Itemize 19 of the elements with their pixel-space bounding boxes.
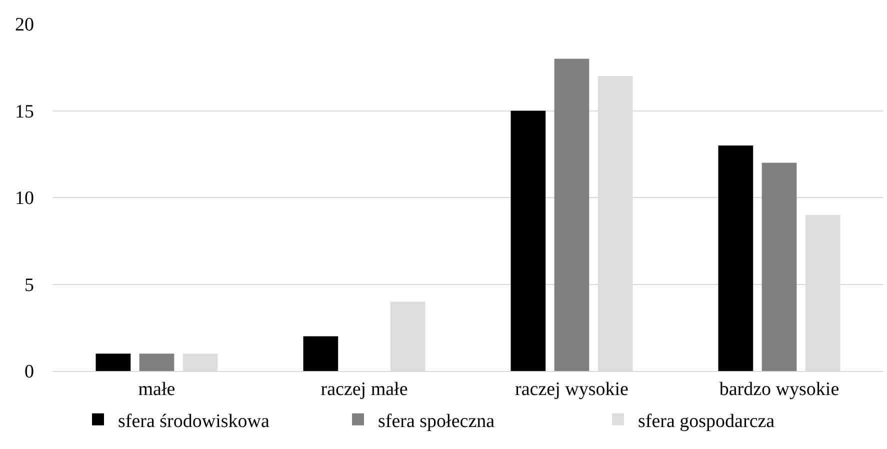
y-tick-label: 5	[24, 274, 34, 296]
bar	[96, 354, 131, 371]
bar	[554, 58, 590, 371]
legend-label: sfera społeczna	[378, 410, 496, 432]
bar	[303, 336, 338, 371]
bar	[762, 162, 797, 371]
x-tick-label: raczej wysokie	[515, 378, 628, 400]
y-tick-label: 10	[15, 188, 34, 210]
bar	[510, 110, 546, 371]
bar	[718, 145, 754, 371]
y-tick-label: 0	[24, 362, 34, 383]
legend-label: sfera gospodarcza	[638, 410, 776, 432]
bar	[139, 354, 174, 371]
x-tick-label: raczej małe	[320, 378, 408, 400]
y-tick-label: 15	[15, 101, 34, 122]
x-tick-label: bardzo wysokie	[719, 378, 840, 400]
x-tick-label: małe	[138, 378, 176, 400]
y-tick-label: 20	[15, 14, 34, 36]
legend-label: sfera środowiskowa	[118, 410, 270, 432]
